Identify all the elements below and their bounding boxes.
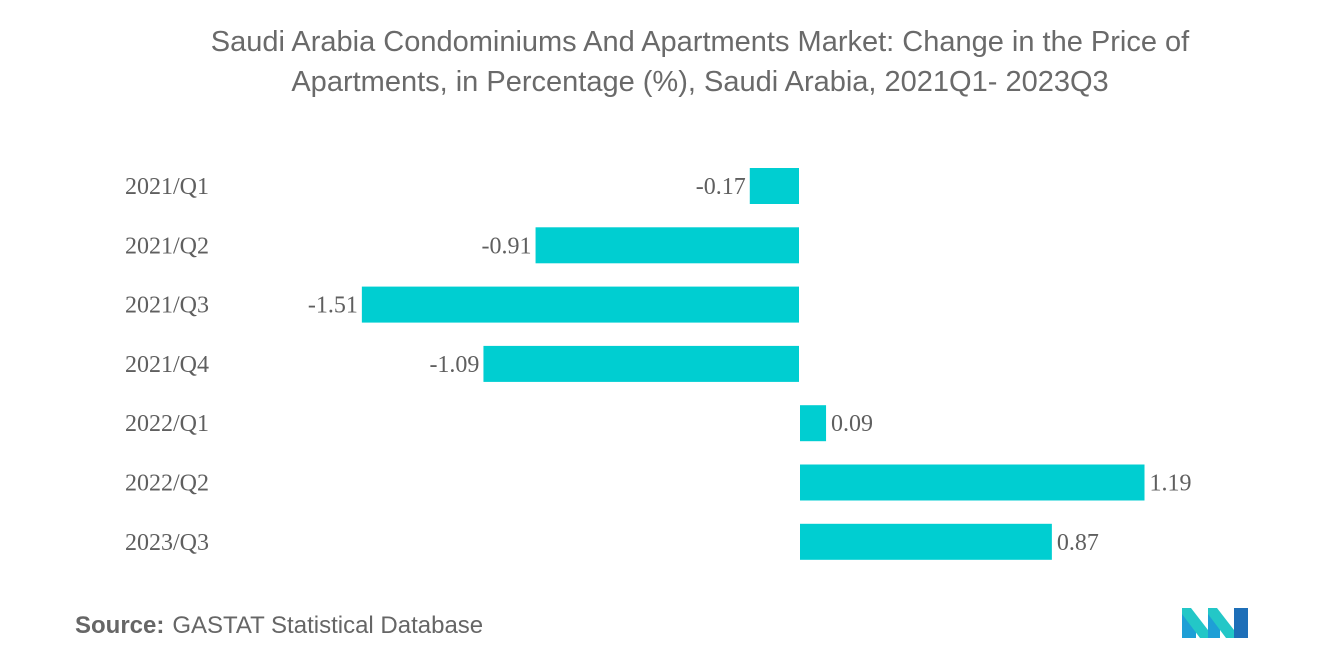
data-label: 0.09 bbox=[831, 411, 873, 437]
bar bbox=[535, 227, 799, 264]
category-label: 2023/Q3 bbox=[125, 530, 209, 556]
bar bbox=[749, 168, 799, 204]
bar bbox=[800, 523, 1052, 560]
chart-title-line-1: Saudi Arabia Condominiums And Apartments… bbox=[210, 26, 1190, 58]
data-label: -0.17 bbox=[696, 174, 746, 200]
source-text: GASTAT Statistical Database bbox=[172, 612, 484, 639]
bar bbox=[800, 464, 1145, 501]
category-label: 2022/Q2 bbox=[125, 471, 209, 497]
bars-group: 2021/Q1 -0.17 2021/Q2 -0.91 2021/Q3 -1.51 2021… bbox=[125, 168, 1192, 560]
bar-chart: 2021/Q1 -0.17 2021/Q2 -0.91 2021/Q3 -1.51 2021… bbox=[125, 168, 1192, 560]
category-label: 2021/Q1 bbox=[125, 174, 209, 200]
category-label: 2021/Q2 bbox=[125, 233, 209, 259]
data-label: 0.87 bbox=[1057, 530, 1099, 556]
chart-title: Saudi Arabia Condominiums And Apartments… bbox=[130, 22, 1270, 102]
data-label: 1.19 bbox=[1150, 471, 1192, 497]
data-label: -1.09 bbox=[429, 352, 479, 378]
bar bbox=[483, 345, 799, 382]
category-label: 2021/Q4 bbox=[125, 352, 209, 378]
bar bbox=[800, 405, 827, 442]
category-label: 2021/Q3 bbox=[125, 293, 209, 319]
data-label: -1.51 bbox=[308, 293, 358, 319]
bar bbox=[361, 286, 799, 323]
chart-title-line-2: Apartments, in Percentage (%), Saudi Ara… bbox=[291, 66, 1109, 98]
source-note: Source: GASTAT Statistical Database bbox=[75, 612, 483, 640]
category-label: 2022/Q1 bbox=[125, 411, 209, 437]
mordor-intelligence-logo-icon bbox=[1182, 608, 1248, 638]
source-label: Source: bbox=[75, 612, 165, 639]
data-label: -0.91 bbox=[482, 233, 532, 259]
